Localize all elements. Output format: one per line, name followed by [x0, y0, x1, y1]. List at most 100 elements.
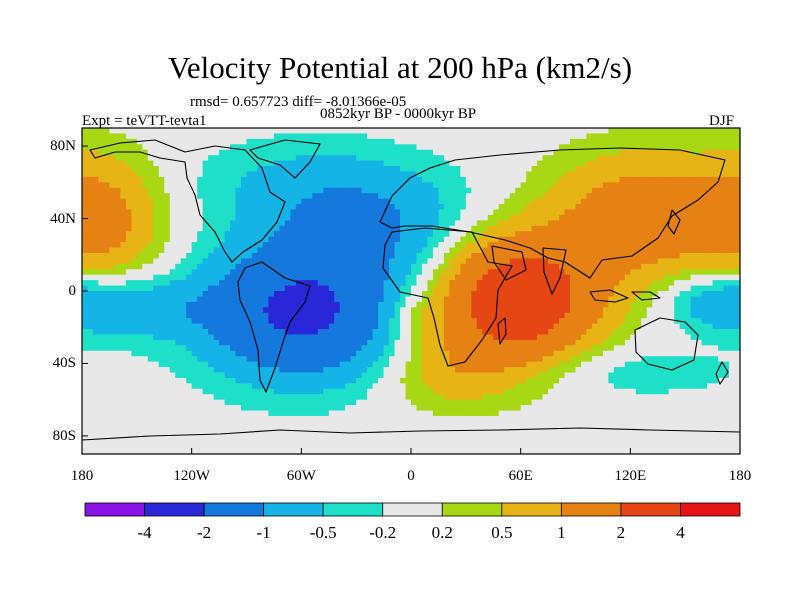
- field-cell: [476, 149, 483, 156]
- field-cell: [668, 236, 675, 243]
- field-cell: [213, 133, 220, 140]
- field-cell: [125, 312, 132, 319]
- field-cell: [586, 198, 593, 205]
- field-cell: [378, 318, 385, 325]
- field-cell: [613, 193, 620, 200]
- field-cell: [312, 258, 319, 265]
- field-cell: [504, 204, 511, 211]
- field-cell: [317, 252, 324, 259]
- field-cell: [312, 252, 319, 259]
- field-cell: [482, 133, 489, 140]
- field-cell: [570, 247, 577, 254]
- field-cell: [411, 138, 418, 145]
- field-cell: [367, 128, 374, 135]
- field-cell: [515, 329, 522, 336]
- field-cell: [125, 247, 132, 254]
- field-cell: [268, 307, 275, 314]
- field-cell: [542, 187, 549, 194]
- field-cell: [82, 220, 89, 227]
- field-cell: [131, 334, 138, 341]
- field-cell: [246, 247, 253, 254]
- field-cell: [125, 350, 132, 357]
- field-cell: [224, 312, 231, 319]
- field-cell: [350, 133, 357, 140]
- field-cell: [317, 329, 324, 336]
- field-cell: [284, 166, 291, 173]
- field-cell: [443, 160, 450, 167]
- field-cell: [279, 138, 286, 145]
- field-cell: [443, 182, 450, 189]
- field-cell: [586, 231, 593, 238]
- field-cell: [471, 160, 478, 167]
- field-cell: [103, 128, 111, 135]
- field-cell: [295, 133, 302, 140]
- field-cell: [465, 138, 472, 145]
- field-cell: [339, 291, 346, 298]
- field-cell: [372, 301, 379, 308]
- field-cell: [707, 133, 714, 140]
- field-cell: [82, 242, 89, 249]
- field-cell: [570, 209, 577, 216]
- field-cell: [158, 269, 165, 276]
- field-cell: [82, 263, 89, 270]
- field-cell: [323, 274, 330, 281]
- field-cell: [306, 149, 313, 156]
- field-cell: [109, 193, 116, 200]
- field-cell: [635, 128, 642, 135]
- field-cell: [553, 329, 560, 336]
- field-cell: [323, 160, 330, 167]
- field-cell: [520, 291, 527, 298]
- field-cell: [729, 176, 736, 183]
- field-cell: [602, 269, 609, 276]
- field-cell: [136, 220, 143, 227]
- field-cell: [476, 323, 483, 330]
- field-cell: [712, 285, 719, 292]
- field-cell: [504, 280, 511, 287]
- field-cell: [98, 138, 105, 145]
- field-cell: [246, 339, 253, 346]
- field-cell: [487, 149, 494, 156]
- field-cell: [652, 307, 659, 314]
- field-cell: [602, 171, 609, 178]
- field-cell: [279, 236, 286, 243]
- field-cell: [147, 138, 154, 145]
- field-cell: [98, 160, 105, 167]
- field-cell: [334, 231, 341, 238]
- field-cell: [175, 198, 182, 205]
- field-cell: [432, 329, 440, 336]
- field-cell: [476, 155, 483, 162]
- field-cell: [449, 329, 456, 336]
- field-cell: [575, 274, 582, 281]
- field-cell: [630, 138, 637, 145]
- field-cell: [169, 242, 176, 249]
- field-cell: [147, 242, 154, 249]
- field-cell: [328, 280, 335, 287]
- field-cell: [707, 323, 714, 330]
- field-cell: [575, 128, 582, 135]
- field-cell: [394, 258, 401, 265]
- field-cell: [674, 155, 681, 162]
- field-cell: [383, 339, 390, 346]
- field-cell: [559, 345, 566, 352]
- field-cell: [279, 160, 286, 167]
- field-cell: [372, 198, 379, 205]
- field-cell: [290, 231, 297, 238]
- field-cell: [575, 225, 582, 232]
- field-cell: [652, 329, 659, 336]
- field-cell: [553, 225, 560, 232]
- field-cell: [520, 128, 527, 135]
- field-cell: [630, 242, 637, 249]
- field-cell: [389, 323, 396, 330]
- field-cell: [164, 160, 171, 167]
- field-cell: [345, 225, 352, 232]
- field-cell: [103, 220, 111, 227]
- field-cell: [718, 149, 725, 156]
- field-cell: [559, 214, 566, 221]
- field-cell: [125, 339, 132, 346]
- field-cell: [312, 187, 319, 194]
- field-cell: [438, 318, 445, 325]
- field-cell: [92, 171, 100, 178]
- field-cell: [191, 307, 198, 314]
- field-cell: [334, 204, 341, 211]
- field-cell: [657, 144, 664, 151]
